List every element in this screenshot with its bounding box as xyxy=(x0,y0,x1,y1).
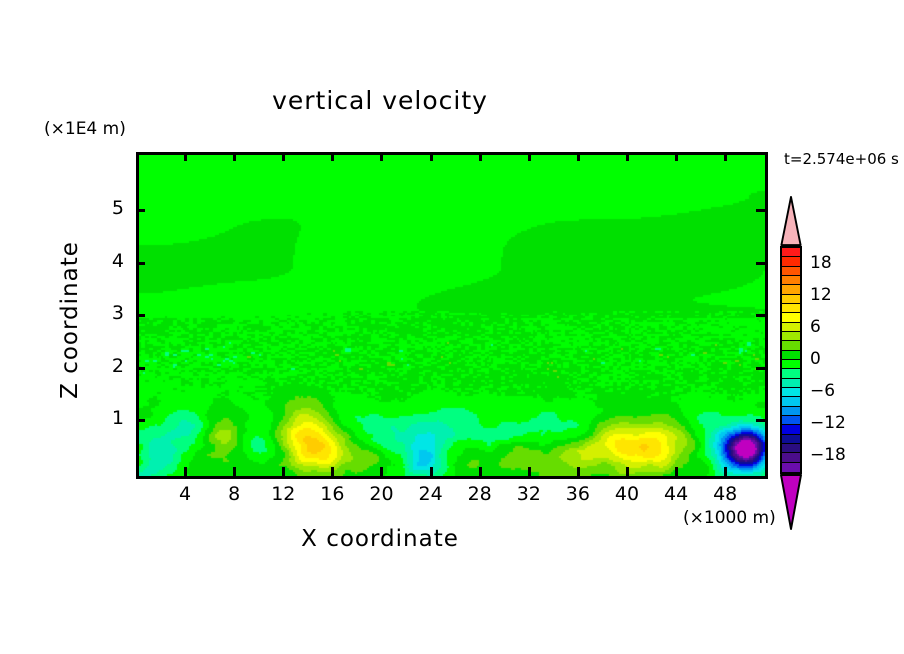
x-tick-top xyxy=(380,152,384,161)
y-tick-label: 3 xyxy=(111,302,124,325)
colorbar-tick-label: 18 xyxy=(810,253,832,273)
colorbar: 18 12 6 0 −6 −12 −18 xyxy=(776,196,846,530)
x-axis-title: X coordinate xyxy=(301,526,459,552)
colorbar-band xyxy=(782,322,800,332)
colorbar-band xyxy=(782,303,800,314)
contour-plot-area xyxy=(136,152,768,479)
x-tick-top xyxy=(675,152,679,161)
colorbar-tick-label: 0 xyxy=(810,349,821,369)
colorbar-band xyxy=(782,350,800,360)
colorbar-over-range-cap xyxy=(780,196,802,246)
colorbar-band xyxy=(782,248,800,258)
x-tick-label: 12 xyxy=(271,483,296,505)
x-tick-top xyxy=(429,152,433,161)
y-tick-right xyxy=(756,261,765,265)
y-tick xyxy=(136,419,145,423)
x-tick-top xyxy=(576,152,580,161)
y-tick-right xyxy=(756,314,765,318)
colorbar-tick-label: −6 xyxy=(810,381,836,401)
x-tick-top xyxy=(724,152,728,161)
colorbar-band xyxy=(782,387,800,398)
colorbar-band xyxy=(782,257,800,267)
x-tick-top xyxy=(233,152,237,161)
x-tick-top xyxy=(625,152,629,161)
x-tick xyxy=(184,467,188,476)
y-tick-right xyxy=(756,419,765,423)
x-tick-top xyxy=(478,152,482,161)
colorbar-band xyxy=(782,434,800,444)
x-tick-label: 48 xyxy=(713,483,738,505)
colorbar-tick-label: −18 xyxy=(810,445,846,465)
x-tick-label: 36 xyxy=(565,483,590,505)
colorbar-bands xyxy=(780,246,802,474)
colorbar-band xyxy=(782,266,800,276)
x-tick xyxy=(331,467,335,476)
x-tick-label: 28 xyxy=(467,483,492,505)
y-tick-label: 4 xyxy=(111,249,124,272)
x-tick xyxy=(233,467,237,476)
x-tick-label: 40 xyxy=(614,483,640,505)
time-stamp-label: t=2.574e+06 s xyxy=(784,150,899,168)
x-tick-top xyxy=(184,152,188,161)
x-tick-label: 16 xyxy=(320,483,345,505)
y-tick xyxy=(136,261,145,265)
x-tick xyxy=(527,467,531,476)
colorbar-tick-label: −12 xyxy=(810,413,846,433)
x-tick-top xyxy=(527,152,531,161)
x-tick-top xyxy=(282,152,286,161)
y-tick-right xyxy=(756,366,765,370)
colorbar-band xyxy=(782,313,800,323)
colorbar-band xyxy=(782,331,800,342)
x-tick xyxy=(282,467,286,476)
x-tick xyxy=(478,467,482,476)
x-tick-label: 32 xyxy=(516,483,541,505)
x-tick-label: 44 xyxy=(663,483,689,505)
colorbar-band xyxy=(782,415,800,426)
colorbar-tick-label: 6 xyxy=(810,317,821,337)
x-tick-top xyxy=(331,152,335,161)
colorbar-tick-label: 12 xyxy=(810,285,832,305)
x-tick xyxy=(576,467,580,476)
x-tick xyxy=(625,467,629,476)
x-tick-label: 24 xyxy=(418,483,443,505)
colorbar-band xyxy=(782,378,800,388)
colorbar-band xyxy=(782,425,800,435)
z-axis-unit-label: (×1E4 m) xyxy=(44,119,126,139)
colorbar-band xyxy=(782,275,800,286)
colorbar-band xyxy=(782,359,800,370)
y-tick xyxy=(136,314,145,318)
x-tick-label: 4 xyxy=(179,483,192,505)
x-tick-label: 20 xyxy=(369,483,394,505)
page-title: vertical velocity xyxy=(272,86,488,115)
y-tick-right xyxy=(756,208,765,212)
x-tick xyxy=(724,467,728,476)
colorbar-under-range-cap xyxy=(780,474,802,530)
colorbar-band xyxy=(782,341,800,351)
x-tick xyxy=(675,467,679,476)
x-tick xyxy=(380,467,384,476)
colorbar-band xyxy=(782,285,800,295)
x-tick xyxy=(429,467,433,476)
y-tick-label: 2 xyxy=(111,354,124,377)
colorbar-band xyxy=(782,406,800,416)
colorbar-band xyxy=(782,369,800,379)
y-tick xyxy=(136,366,145,370)
y-tick-label: 1 xyxy=(111,407,124,430)
colorbar-band xyxy=(782,397,800,407)
x-tick-label: 8 xyxy=(228,483,241,505)
y-axis-title: Z coordinate xyxy=(57,241,83,399)
colorbar-band xyxy=(782,294,800,304)
vertical-velocity-field xyxy=(139,155,765,476)
y-tick-label: 5 xyxy=(111,196,124,219)
colorbar-band xyxy=(782,453,800,463)
y-tick xyxy=(136,208,145,212)
colorbar-band xyxy=(782,443,800,454)
colorbar-band xyxy=(782,462,800,472)
x-axis-unit-label: (×1000 m) xyxy=(683,508,776,528)
